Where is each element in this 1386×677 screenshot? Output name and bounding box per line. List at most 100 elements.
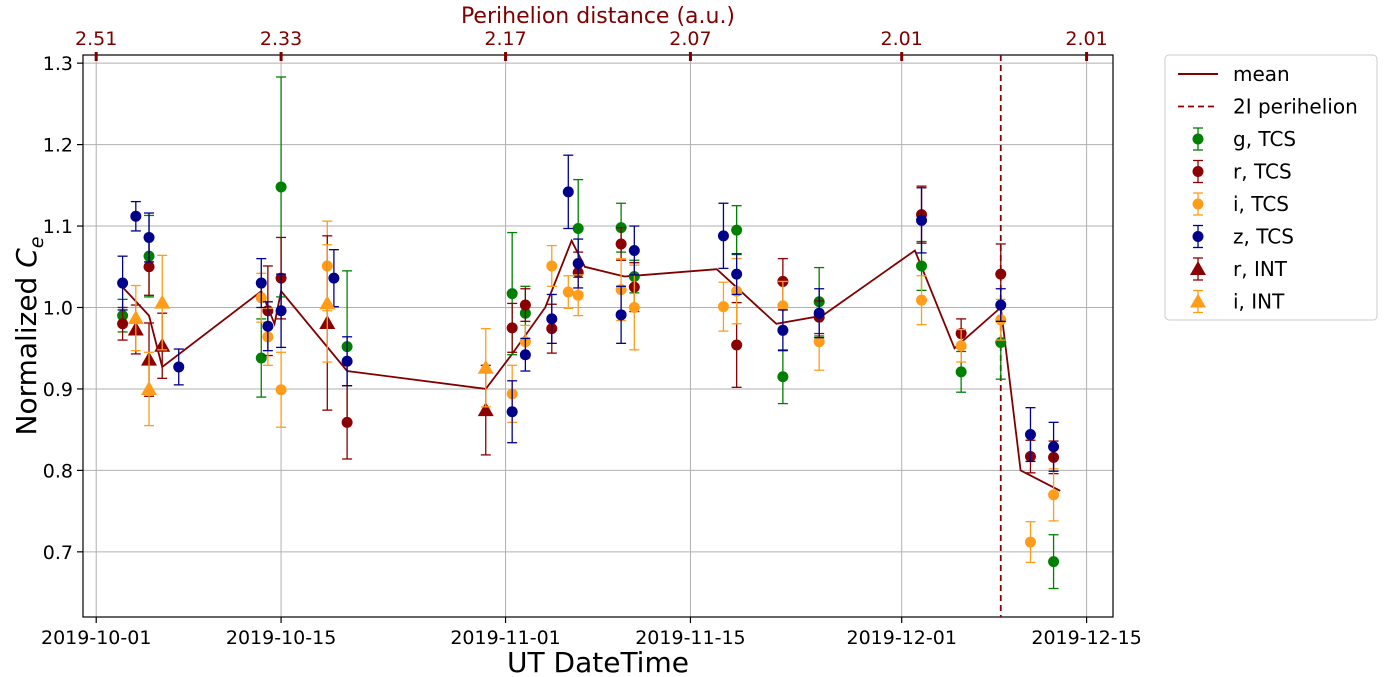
data-point [143, 261, 155, 273]
series-g-tcs [117, 76, 1060, 590]
data-point [341, 416, 353, 428]
x-tick-label: 2019-10-01 [41, 627, 151, 649]
y-tick-label: 0.8 [43, 460, 73, 482]
data-point [731, 268, 743, 280]
legend-series-label: i, TCS [1233, 192, 1289, 216]
x-tick-label: 2019-10-15 [226, 627, 336, 649]
data-point [477, 359, 494, 374]
data-point [777, 371, 789, 383]
series-i-int [127, 244, 494, 427]
data-point [1024, 429, 1036, 441]
data-point [275, 384, 287, 396]
legend-marker [1192, 198, 1204, 210]
data-point [572, 258, 584, 270]
axes: 2019-10-01 2019-10-15 2019-11-01 2019-11-15… [41, 28, 1142, 649]
data-point [506, 322, 518, 334]
data-point [1048, 556, 1060, 568]
series-r-tcs [117, 185, 1060, 475]
data-point [628, 244, 640, 256]
top-axis-title: Perihelion distance (a.u.) [461, 4, 735, 29]
data-points [117, 76, 1060, 590]
data-point [477, 402, 494, 417]
data-point [572, 289, 584, 301]
legend-mean-label: mean [1233, 62, 1290, 86]
data-point [955, 340, 967, 352]
data-point [143, 231, 155, 243]
data-point [519, 349, 531, 361]
legend-frame [1164, 54, 1378, 321]
top-tick-label: 2.33 [260, 28, 302, 50]
y-tick-label: 1.0 [43, 297, 73, 319]
data-point [731, 224, 743, 236]
data-point [173, 361, 185, 373]
top-tick-label: 2.51 [75, 28, 117, 50]
x-tick-label: 2019-12-15 [1031, 627, 1141, 649]
y-axis-title-symbol: C [10, 248, 43, 268]
y-tick-label: 1.1 [43, 216, 73, 238]
data-point [506, 288, 518, 300]
legend-marker [1190, 261, 1206, 275]
legend-marker [1190, 293, 1206, 308]
legend-marker [1192, 133, 1204, 145]
x-axis-title: UT DateTime [507, 646, 689, 677]
data-point [117, 277, 129, 289]
data-point [562, 286, 574, 298]
data-point [117, 318, 129, 330]
data-point [127, 310, 144, 325]
data-point [615, 238, 627, 250]
data-point [1048, 441, 1060, 453]
data-point [916, 294, 928, 306]
legend: mean 2I perihelion g, TCS r, TCS i, TCS z, TC… [1164, 54, 1378, 321]
data-point [916, 214, 928, 226]
data-point [506, 406, 518, 418]
legend-marker [1192, 166, 1204, 177]
series-r-int [127, 235, 494, 456]
series-z-tcs [117, 154, 1060, 472]
data-point [341, 355, 353, 367]
data-point [275, 305, 287, 317]
y-axis-title: Normalized Ce [10, 237, 48, 436]
y-axis-title-subscript: e [26, 237, 48, 249]
legend-perihelion-label: 2I perihelion [1233, 95, 1358, 119]
data-point [562, 186, 574, 198]
x-tick-label: 2019-12-01 [847, 627, 957, 649]
data-point [813, 336, 825, 348]
y-tick-label: 0.9 [43, 379, 73, 401]
data-point [717, 301, 729, 313]
data-point [275, 181, 287, 193]
top-tick-label: 2.17 [484, 28, 526, 50]
data-point [255, 277, 267, 289]
data-point [130, 210, 142, 222]
x-tick-label: 2019-11-01 [450, 627, 560, 649]
x-tick-label: 2019-11-15 [635, 627, 745, 649]
data-point [955, 366, 967, 378]
data-point [916, 260, 928, 272]
series-i-tcs [255, 220, 1060, 564]
data-point [328, 272, 340, 284]
legend-series-label: r, TCS [1233, 160, 1292, 184]
y-tick-label: 1.3 [43, 53, 73, 75]
top-tick-label: 2.07 [669, 28, 711, 50]
data-point [519, 299, 531, 311]
data-point [777, 324, 789, 336]
data-point [572, 222, 584, 234]
data-point [717, 230, 729, 242]
top-tick-label: 2.01 [881, 28, 923, 50]
data-point [141, 380, 158, 395]
legend-series-label: g, TCS [1233, 127, 1296, 151]
data-point [615, 309, 627, 321]
data-point [995, 268, 1007, 280]
y-tick-label: 1.2 [43, 135, 73, 157]
data-point [731, 339, 743, 351]
data-point [628, 301, 640, 313]
legend-series-label: i, INT [1233, 290, 1285, 314]
plot-area-frame [82, 54, 1114, 618]
data-point [255, 352, 267, 364]
y-axis-title-main: Normalized [10, 268, 43, 436]
legend-series-label: z, TCS [1233, 225, 1294, 249]
legend-marker [1192, 231, 1204, 242]
data-point [546, 260, 558, 272]
legend-series-label: r, INT [1233, 257, 1288, 281]
y-tick-label: 0.7 [43, 542, 73, 564]
